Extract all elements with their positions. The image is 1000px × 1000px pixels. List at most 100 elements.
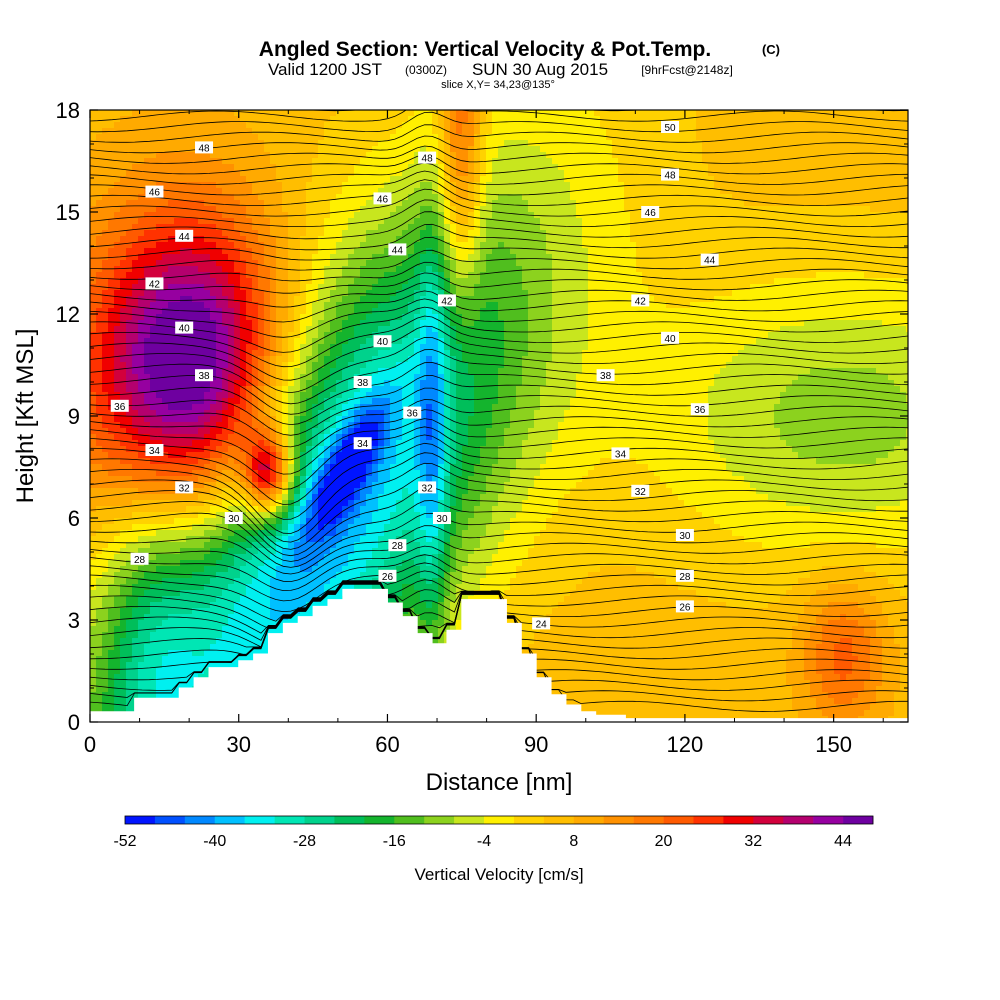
velocity-cell — [204, 266, 211, 273]
velocity-cell — [570, 302, 577, 309]
velocity-cell — [240, 116, 247, 123]
velocity-cell — [462, 320, 469, 327]
velocity-cell — [696, 200, 703, 207]
velocity-cell — [516, 290, 523, 297]
velocity-cell — [468, 188, 475, 195]
velocity-cell — [678, 260, 685, 267]
velocity-cell — [342, 164, 349, 171]
velocity-cell — [390, 260, 397, 267]
velocity-cell — [840, 278, 847, 285]
velocity-cell — [744, 140, 751, 147]
velocity-cell — [258, 302, 265, 309]
velocity-cell — [804, 230, 811, 237]
velocity-cell — [156, 176, 163, 183]
velocity-cell — [504, 164, 511, 171]
velocity-cell — [798, 314, 805, 321]
velocity-cell — [702, 110, 709, 117]
velocity-cell — [648, 236, 655, 243]
velocity-cell — [384, 284, 391, 291]
valid-utc: (0300Z) — [405, 63, 447, 77]
velocity-cell — [654, 152, 661, 159]
velocity-cell — [180, 164, 187, 171]
velocity-cell — [708, 200, 715, 207]
velocity-cell — [420, 272, 427, 279]
velocity-cell — [672, 152, 679, 159]
velocity-cell — [204, 326, 211, 333]
velocity-cell — [498, 266, 505, 273]
velocity-cell — [228, 206, 235, 213]
velocity-cell — [864, 260, 871, 267]
velocity-cell — [126, 260, 133, 267]
velocity-cell — [810, 164, 817, 171]
velocity-cell — [336, 134, 343, 141]
velocity-cell — [306, 170, 313, 177]
velocity-cell — [228, 152, 235, 159]
velocity-cell — [444, 320, 451, 327]
velocity-cell — [552, 158, 559, 165]
velocity-cell — [708, 266, 715, 273]
velocity-cell — [480, 152, 487, 159]
velocity-cell — [372, 146, 379, 153]
velocity-cell — [558, 284, 565, 291]
velocity-cell — [222, 188, 229, 195]
velocity-cell — [294, 230, 301, 237]
velocity-cell — [258, 224, 265, 231]
velocity-cell — [114, 212, 121, 219]
velocity-cell — [624, 170, 631, 177]
velocity-cell — [114, 122, 121, 129]
velocity-cell — [180, 158, 187, 165]
velocity-cell — [528, 152, 535, 159]
velocity-cell — [240, 308, 247, 315]
velocity-cell — [102, 206, 109, 213]
velocity-cell — [510, 164, 517, 171]
velocity-cell — [330, 260, 337, 267]
velocity-cell — [342, 254, 349, 261]
velocity-cell — [360, 230, 367, 237]
velocity-cell — [228, 170, 235, 177]
velocity-cell — [522, 260, 529, 267]
velocity-cell — [258, 218, 265, 225]
velocity-cell — [588, 182, 595, 189]
velocity-cell — [354, 140, 361, 147]
velocity-cell — [696, 302, 703, 309]
velocity-cell — [210, 254, 217, 261]
velocity-cell — [702, 302, 709, 309]
velocity-cell — [852, 218, 859, 225]
velocity-cell — [216, 308, 223, 315]
velocity-cell — [828, 224, 835, 231]
velocity-cell — [240, 266, 247, 273]
velocity-cell — [366, 296, 373, 303]
velocity-cell — [852, 206, 859, 213]
velocity-cell — [432, 206, 439, 213]
velocity-cell — [738, 308, 745, 315]
velocity-cell — [102, 134, 109, 141]
velocity-cell — [264, 278, 271, 285]
velocity-cell — [360, 224, 367, 231]
velocity-cell — [144, 170, 151, 177]
velocity-cell — [696, 134, 703, 141]
velocity-cell — [114, 290, 121, 297]
velocity-cell — [378, 116, 385, 123]
velocity-cell — [498, 290, 505, 297]
velocity-cell — [588, 260, 595, 267]
velocity-cell — [384, 176, 391, 183]
velocity-cell — [696, 212, 703, 219]
velocity-cell — [384, 290, 391, 297]
velocity-cell — [600, 278, 607, 285]
velocity-cell — [588, 272, 595, 279]
velocity-cell — [822, 242, 829, 249]
velocity-cell — [774, 152, 781, 159]
velocity-cell — [426, 236, 433, 243]
velocity-cell — [762, 194, 769, 201]
velocity-cell — [264, 218, 271, 225]
velocity-cell — [894, 242, 901, 249]
velocity-cell — [678, 284, 685, 291]
velocity-cell — [294, 110, 301, 117]
velocity-cell — [858, 254, 865, 261]
velocity-cell — [564, 116, 571, 123]
velocity-cell — [180, 314, 187, 321]
velocity-cell — [312, 152, 319, 159]
velocity-cell — [696, 152, 703, 159]
velocity-cell — [156, 230, 163, 237]
velocity-cell — [366, 188, 373, 195]
